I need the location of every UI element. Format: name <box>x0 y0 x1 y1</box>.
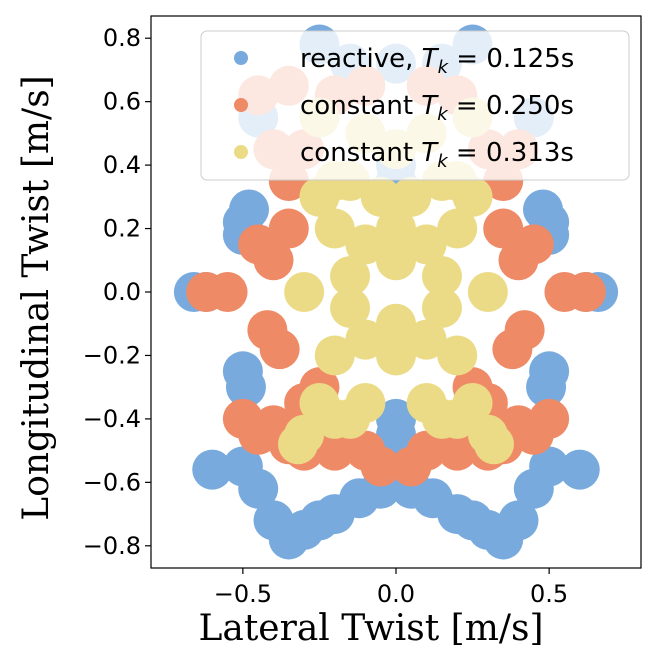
data-point <box>559 449 600 490</box>
data-point <box>467 272 508 312</box>
data-point <box>207 272 248 312</box>
data-point <box>345 319 386 360</box>
y-tick-label: −0.6 <box>83 468 141 496</box>
x-axis-ticks: −0.5 0.0 0.5 <box>214 568 568 608</box>
data-point <box>406 319 447 360</box>
data-point <box>437 335 478 376</box>
legend-marker <box>234 145 248 159</box>
y-tick-label: 0.2 <box>103 215 141 243</box>
data-point <box>253 240 294 281</box>
legend-label: constant Tk = 0.313s <box>300 138 574 172</box>
data-point <box>406 430 447 471</box>
data-point <box>492 329 533 370</box>
data-point <box>314 430 355 471</box>
data-point <box>452 176 493 217</box>
y-tick-label: −0.8 <box>83 532 141 560</box>
x-tick-label: 0.5 <box>530 580 568 608</box>
y-tick-label: −0.4 <box>83 405 141 433</box>
legend-label: reactive, Tk = 0.125s <box>300 44 574 78</box>
data-point <box>345 383 386 424</box>
data-point <box>526 367 567 408</box>
data-point <box>314 335 355 376</box>
data-point <box>437 208 478 249</box>
data-point <box>192 449 233 490</box>
data-point <box>498 500 539 541</box>
x-axis-label: Lateral Twist [m/s] <box>198 608 543 649</box>
x-tick-label: 0.0 <box>377 580 415 608</box>
legend-marker <box>234 51 248 65</box>
y-axis-ticks: −0.8 −0.6 −0.4 −0.2 0.0 0.2 0.4 0.6 0.8 <box>83 24 151 560</box>
data-point <box>376 414 416 455</box>
data-point <box>391 176 432 217</box>
data-point <box>360 446 401 487</box>
data-point <box>278 424 318 465</box>
legend-marker <box>234 98 248 112</box>
data-point <box>314 208 355 249</box>
data-point <box>376 208 416 249</box>
y-tick-label: 0.0 <box>103 278 141 306</box>
data-point <box>345 224 386 265</box>
legend-box <box>200 30 630 181</box>
legend: reactive, Tk = 0.125s constant Tk = 0.250… <box>200 30 630 181</box>
data-point <box>437 430 478 471</box>
y-tick-label: −0.2 <box>83 341 141 369</box>
data-point <box>376 335 416 376</box>
legend-label: constant Tk = 0.250s <box>300 91 574 125</box>
data-point <box>330 287 371 328</box>
data-point <box>259 329 300 370</box>
data-point <box>330 256 371 297</box>
data-point <box>421 287 462 328</box>
data-point <box>483 208 524 249</box>
data-point <box>268 208 309 249</box>
data-point <box>284 272 325 312</box>
data-point <box>360 176 401 217</box>
data-point <box>225 367 266 408</box>
y-tick-label: 0.8 <box>103 24 141 52</box>
data-point <box>376 303 416 344</box>
y-axis-label: Longitudinal Twist [m/s] <box>16 75 57 520</box>
data-point <box>565 272 606 312</box>
data-point <box>238 468 279 509</box>
data-point <box>376 240 416 281</box>
y-tick-label: 0.4 <box>103 151 141 179</box>
data-point <box>452 383 493 424</box>
data-point <box>498 240 539 281</box>
y-tick-label: 0.6 <box>103 88 141 116</box>
data-point <box>529 446 570 487</box>
data-point <box>421 256 462 297</box>
data-point <box>529 398 570 439</box>
data-point <box>474 424 514 465</box>
x-tick-label: −0.5 <box>214 580 272 608</box>
data-point <box>406 224 447 265</box>
